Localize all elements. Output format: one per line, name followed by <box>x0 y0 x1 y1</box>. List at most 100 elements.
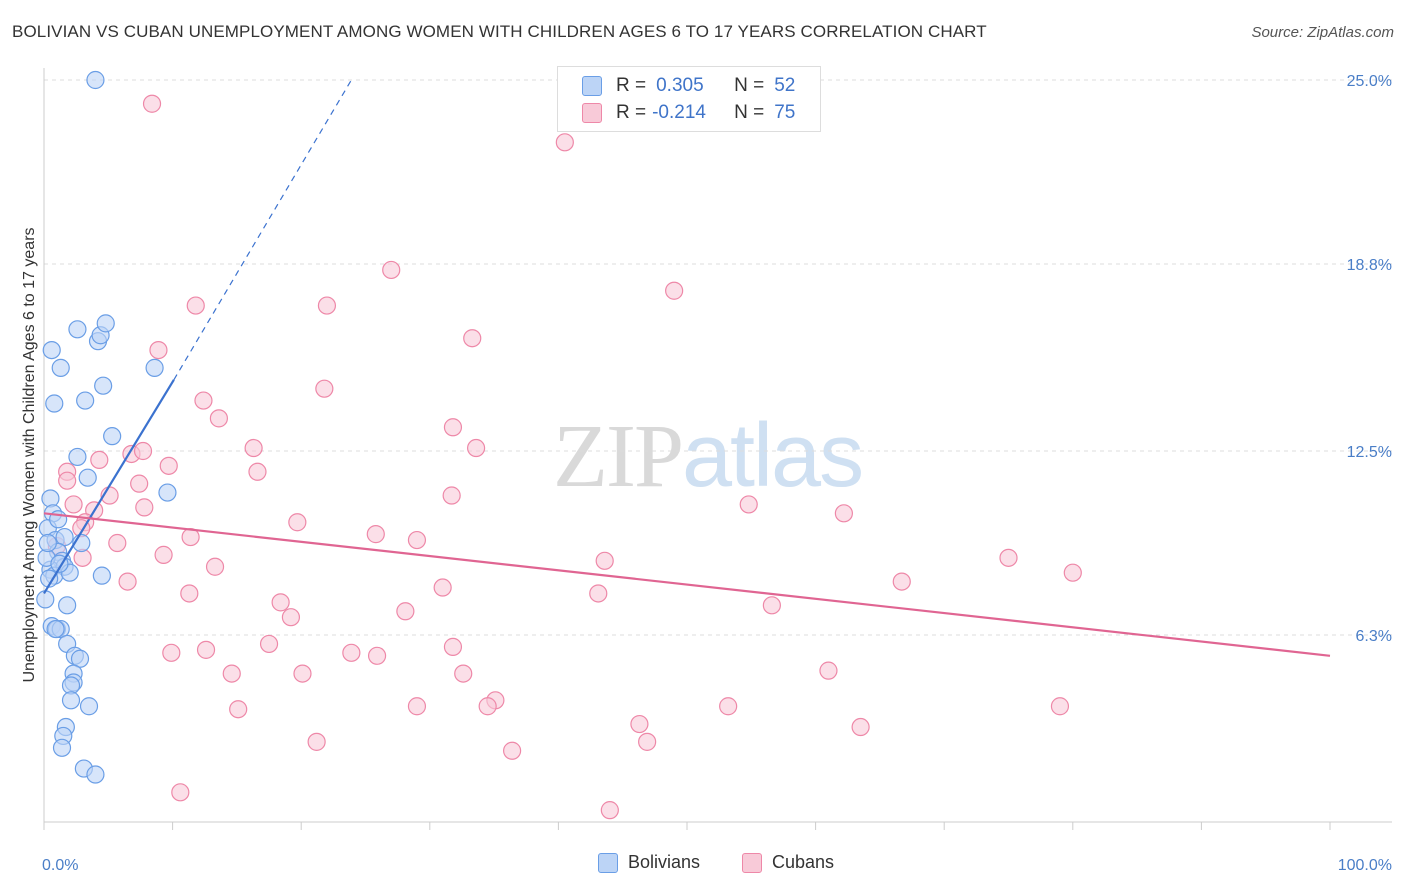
point-bolivians <box>78 468 97 487</box>
point-cubans <box>209 409 228 428</box>
point-cubans <box>90 450 109 470</box>
source-label: Source: ZipAtlas.com <box>1251 24 1394 41</box>
point-cubans <box>463 329 482 348</box>
watermark-atlas: atlas <box>682 406 864 506</box>
legend-row-cubans: R = -0.214 N = 75 <box>582 101 795 125</box>
legend-r-label: R = <box>616 102 647 123</box>
point-cubans <box>154 545 173 564</box>
point-cubans <box>180 584 199 603</box>
legend-swatch-bolivians <box>582 76 602 96</box>
point-cubans <box>1063 563 1082 582</box>
point-cubans <box>503 741 522 760</box>
point-cubans <box>892 572 911 591</box>
legend-r-value-cubans: -0.214 <box>652 102 706 123</box>
point-cubans <box>149 340 168 360</box>
point-bolivians <box>158 483 177 502</box>
point-cubans <box>630 714 649 734</box>
point-bolivians <box>103 427 122 446</box>
bottom-legend-cubans: Cubans <box>742 852 834 873</box>
point-cubans <box>118 572 137 591</box>
point-bolivians <box>92 566 111 585</box>
point-cubans <box>244 438 263 458</box>
point-cubans <box>171 783 190 802</box>
point-cubans <box>466 438 486 458</box>
axes <box>43 68 1392 830</box>
point-cubans <box>443 637 463 656</box>
point-cubans <box>142 94 162 113</box>
point-cubans <box>64 495 83 514</box>
point-cubans <box>229 700 248 719</box>
point-cubans <box>433 578 452 597</box>
point-cubans <box>222 664 241 683</box>
point-bolivians <box>38 533 57 553</box>
point-cubans <box>1050 697 1070 716</box>
grid-lines <box>44 79 1392 636</box>
point-cubans <box>130 474 149 493</box>
point-bolivians <box>79 697 99 716</box>
point-cubans <box>248 462 267 481</box>
point-cubans <box>367 646 387 665</box>
tick-labels: 6.3% 12.5% 18.8% 25.0% 0.0% 100.0% <box>42 73 1392 874</box>
point-bolivians <box>42 340 61 360</box>
point-bolivians <box>96 314 115 333</box>
y-tick-label: 6.3% <box>1356 628 1392 645</box>
point-cubans <box>259 634 279 654</box>
point-cubans <box>194 391 213 410</box>
point-cubans <box>454 664 473 683</box>
legend-r-label: R = <box>616 75 647 96</box>
bottom-legend-bolivians: Bolivians <box>598 852 700 873</box>
watermark: ZIPatlas <box>553 405 864 508</box>
point-cubans <box>555 133 574 152</box>
point-cubans <box>293 664 312 683</box>
legend-r-value-bolivians: 0.305 <box>656 75 704 96</box>
point-cubans <box>999 548 1018 567</box>
legend-n-label: N = <box>734 75 765 96</box>
point-bolivians <box>68 447 87 467</box>
bottom-legend-label-cubans: Cubans <box>772 852 835 872</box>
legend-swatch-cubans <box>582 103 602 123</box>
point-bolivians <box>94 376 113 395</box>
point-cubans <box>665 281 684 300</box>
bottom-legend: Bolivians Cubans <box>0 852 1406 878</box>
point-cubans <box>834 504 853 523</box>
chart-title: BOLIVIAN VS CUBAN UNEMPLOYMENT AMONG WOM… <box>12 22 987 41</box>
trend-lines <box>43 79 1331 657</box>
trend-line-cubans <box>43 512 1331 657</box>
point-bolivians <box>45 394 64 413</box>
legend-n-value-cubans: 75 <box>774 102 796 123</box>
point-cubans <box>407 530 427 550</box>
point-bolivians <box>40 569 59 588</box>
legend: R = 0.305 N = 52 R = -0.214 N = 75 <box>557 66 821 132</box>
y-tick-label: 25.0% <box>1347 73 1392 90</box>
point-bolivians <box>145 358 164 377</box>
series-cubans <box>47 94 1082 820</box>
point-cubans <box>762 596 781 615</box>
point-bolivians <box>51 358 70 377</box>
point-cubans <box>162 643 181 662</box>
point-cubans <box>135 498 154 517</box>
legend-n-value-bolivians: 52 <box>774 75 796 96</box>
x-tick-label: 0.0% <box>42 857 78 874</box>
point-cubans <box>288 513 307 532</box>
legend-n-label: N = <box>734 102 765 123</box>
point-cubans <box>307 732 326 751</box>
y-tick-label: 18.8% <box>1347 257 1392 274</box>
y-tick-label: 12.5% <box>1347 444 1392 461</box>
trend-line-bolivians-extension <box>173 79 352 381</box>
point-cubans <box>58 471 77 490</box>
bottom-swatch-bolivians <box>598 852 618 873</box>
point-cubans <box>407 697 427 716</box>
point-cubans <box>366 525 385 544</box>
watermark-zip: ZIP <box>553 407 684 506</box>
point-cubans <box>315 379 334 398</box>
point-cubans <box>719 697 738 716</box>
point-cubans <box>281 608 301 627</box>
point-bolivians <box>61 691 81 710</box>
series-bolivians <box>36 70 177 784</box>
point-cubans <box>600 801 619 820</box>
point-bolivians <box>58 596 77 615</box>
point-bolivians <box>41 489 60 508</box>
point-cubans <box>396 602 415 621</box>
point-bolivians <box>86 70 105 90</box>
